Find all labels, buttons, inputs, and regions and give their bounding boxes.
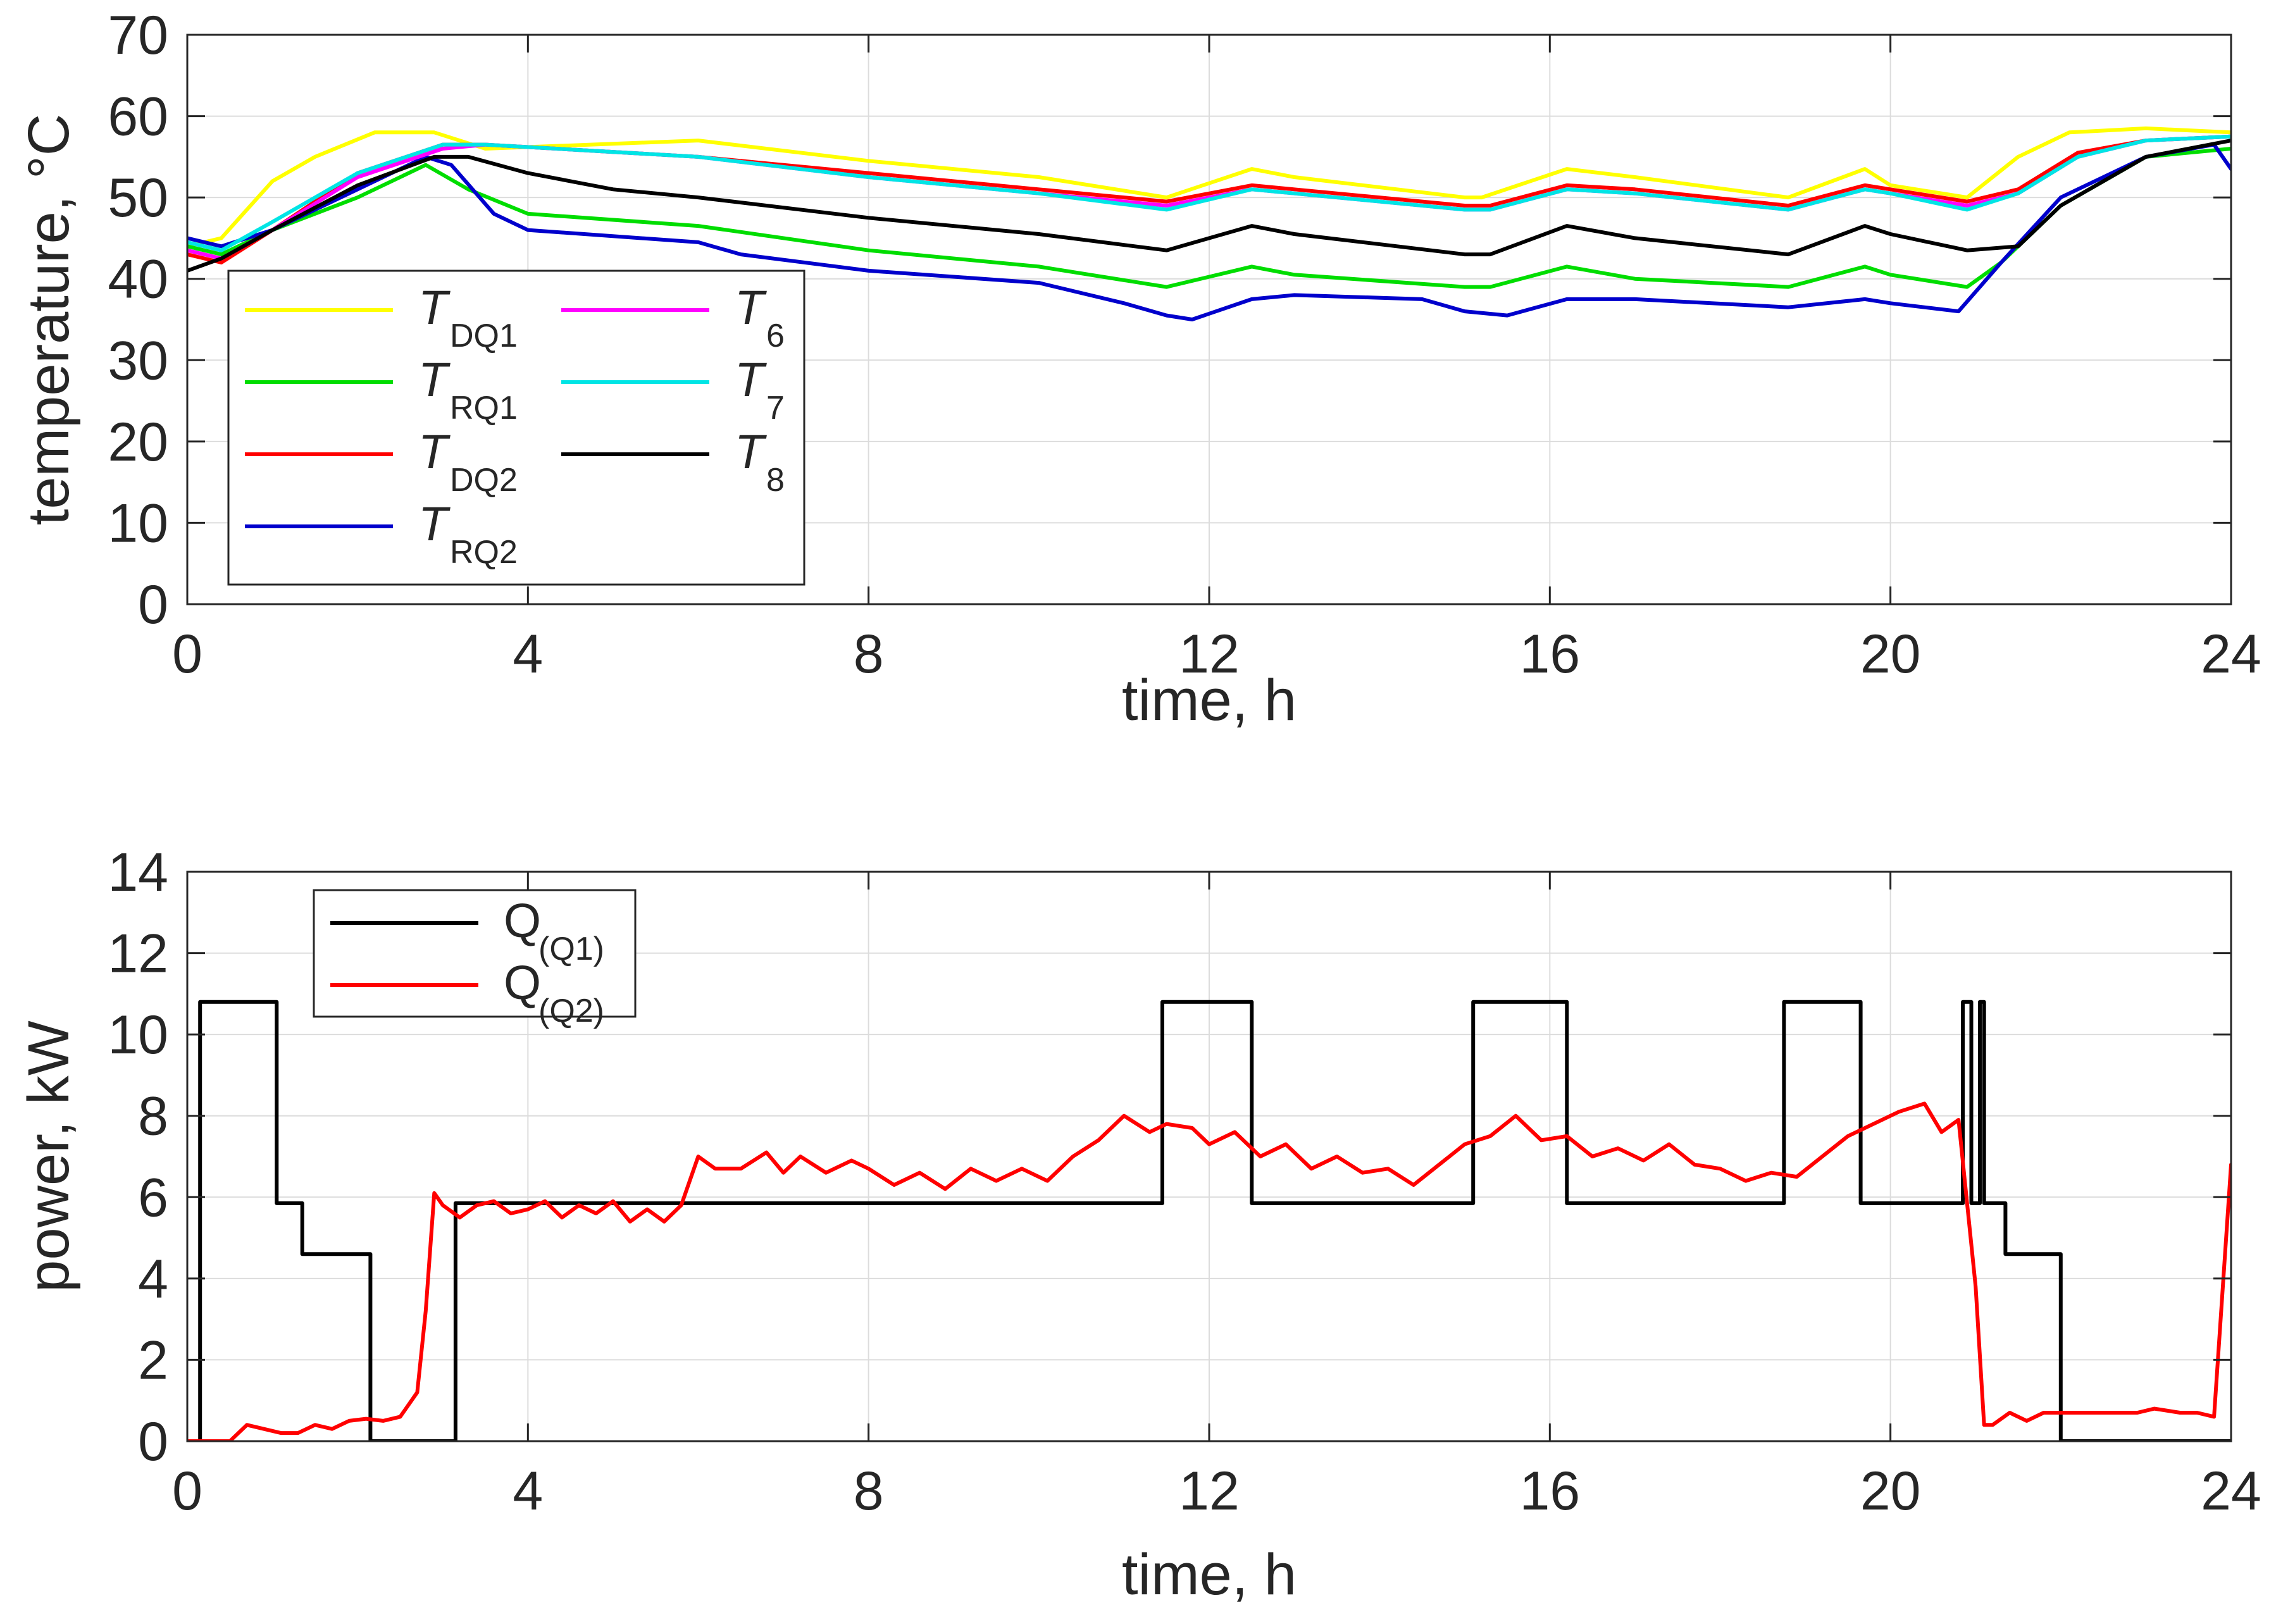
power-legend-subscript: (Q1) xyxy=(538,931,604,967)
power-legend-label: Q xyxy=(504,894,541,948)
temperature-series xyxy=(187,126,2231,321)
temperature-legend-subscript: RQ2 xyxy=(450,534,518,571)
temperature-legend-label: T xyxy=(418,425,451,479)
power-y-tick-label: 4 xyxy=(138,1249,168,1310)
temperature-y-tick-label: 60 xyxy=(108,87,168,147)
power-y-ticks: 0 2 4 6 8 10 12 14 xyxy=(108,842,2231,1472)
temperature-chart: 0 4 8 12 16 20 24 0 10 20 30 40 50 60 70 time, h temp… xyxy=(16,5,2261,733)
power-x-tick-label: 20 xyxy=(1860,1461,1921,1522)
temperature-legend-label: T xyxy=(735,281,767,335)
temperature-y-axis-label: temperature, °C xyxy=(16,114,81,525)
temperature-legend-label: T xyxy=(735,425,767,479)
power-y-tick-label: 12 xyxy=(108,924,168,984)
temperature-x-tick-label: 12 xyxy=(1179,624,1240,685)
temperature-series-line-T-7 xyxy=(187,134,2231,252)
temperature-y-ticks: 0 10 20 30 40 50 60 70 xyxy=(108,5,2231,635)
power-y-axis-label: power, kW xyxy=(16,1020,81,1292)
power-legend-entry: Q(Q1) xyxy=(330,894,604,967)
temperature-legend-box xyxy=(227,270,805,586)
power-x-tick-label: 16 xyxy=(1519,1461,1580,1522)
temperature-y-tick-label: 50 xyxy=(108,168,168,228)
power-series-line-Q-Q2 xyxy=(187,1101,2231,1441)
temperature-x-tick-label: 0 xyxy=(172,624,202,685)
power-x-tick-label: 0 xyxy=(172,1461,202,1522)
temperature-legend-subscript: 8 xyxy=(766,462,785,499)
power-x-tick-label: 8 xyxy=(854,1461,884,1522)
power-y-tick-label: 2 xyxy=(138,1330,168,1391)
power-y-tick-label: 0 xyxy=(138,1411,168,1472)
temperature-y-tick-label: 20 xyxy=(108,412,168,473)
power-x-axis-label: time, h xyxy=(1122,1542,1297,1607)
temperature-series-line-T-DQ1 xyxy=(187,126,2231,249)
power-x-tick-label: 12 xyxy=(1179,1461,1240,1522)
power-legend-entry: Q(Q2) xyxy=(330,956,604,1029)
temperature-x-tick-label: 24 xyxy=(2201,624,2261,685)
temperature-y-tick-label: 10 xyxy=(108,493,168,554)
temperature-y-tick-label: 40 xyxy=(108,249,168,310)
temperature-x-tick-label: 4 xyxy=(513,624,543,685)
temperature-legend-entry: T8 xyxy=(561,425,785,499)
power-legend-box xyxy=(313,889,637,1018)
power-y-tick-label: 10 xyxy=(108,1005,168,1065)
power-legend: Q(Q1)Q(Q2) xyxy=(313,889,637,1029)
temperature-legend-subscript: DQ1 xyxy=(450,318,518,354)
temperature-x-tick-label: 16 xyxy=(1519,624,1580,685)
temperature-series-line-T-RQ2 xyxy=(187,142,2231,321)
temperature-legend-label: T xyxy=(418,497,451,551)
temperature-legend-subscript: 7 xyxy=(766,390,785,426)
temperature-series-line-T-8 xyxy=(187,139,2231,273)
temperature-legend-subscript: 6 xyxy=(766,318,785,354)
power-y-tick-label: 8 xyxy=(138,1086,168,1147)
power-y-tick-label: 14 xyxy=(108,842,168,903)
temperature-legend-label: T xyxy=(418,281,451,335)
temperature-legend-label: T xyxy=(418,353,451,407)
power-legend-label: Q xyxy=(504,956,541,1010)
power-series-line-Q-Q1 xyxy=(187,1000,2231,1441)
temperature-x-ticks: 0 4 8 12 16 20 24 xyxy=(172,35,2261,685)
temperature-series-line-T-RQ1 xyxy=(187,147,2231,289)
power-x-tick-label: 4 xyxy=(513,1461,543,1522)
temperature-y-tick-label: 30 xyxy=(108,330,168,391)
power-y-tick-label: 6 xyxy=(138,1167,168,1228)
temperature-legend-label: T xyxy=(735,353,767,407)
temperature-legend-subscript: RQ1 xyxy=(450,390,518,426)
temperature-x-tick-label: 20 xyxy=(1860,624,1921,685)
power-legend-subscript: (Q2) xyxy=(538,993,604,1029)
temperature-y-tick-label: 70 xyxy=(108,5,168,66)
temperature-x-tick-label: 8 xyxy=(854,624,884,685)
power-x-ticks: 0 4 8 12 16 20 24 xyxy=(172,872,2261,1522)
power-x-tick-label: 24 xyxy=(2201,1461,2261,1522)
temperature-x-axis-label: time, h xyxy=(1122,668,1297,733)
temperature-legend-subscript: DQ2 xyxy=(450,462,518,499)
temperature-legend-entry: T7 xyxy=(561,353,785,426)
temperature-y-tick-label: 0 xyxy=(138,574,168,635)
power-series xyxy=(187,1000,2231,1441)
temperature-legend-entry: T6 xyxy=(561,281,785,354)
